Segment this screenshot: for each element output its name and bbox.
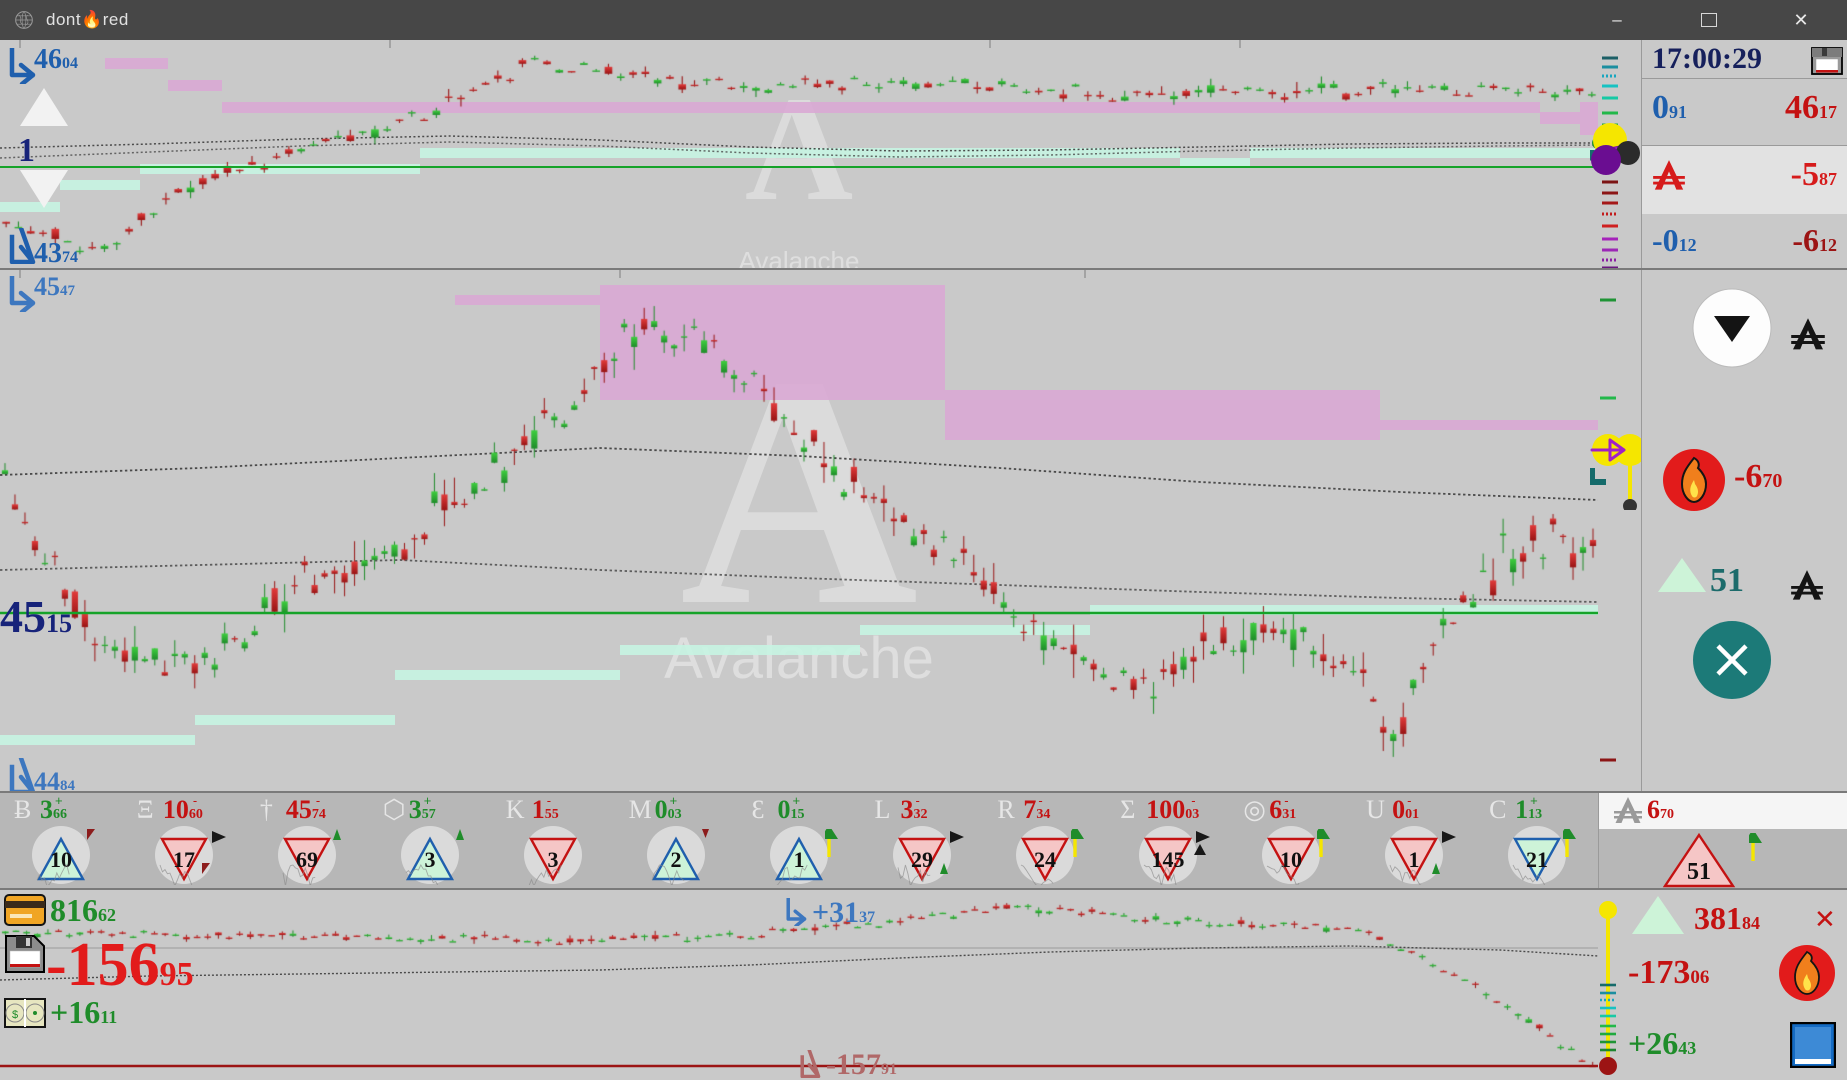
svg-text:24: 24 bbox=[1034, 847, 1056, 872]
svg-text:2: 2 bbox=[671, 847, 682, 872]
svg-text:$: $ bbox=[12, 1009, 18, 1021]
svg-text:145: 145 bbox=[1151, 847, 1184, 872]
svg-text:17: 17 bbox=[173, 847, 195, 872]
svg-text:51: 51 bbox=[1687, 859, 1711, 885]
svg-text:10: 10 bbox=[50, 847, 72, 872]
svg-text:69: 69 bbox=[296, 847, 318, 872]
svg-text:21: 21 bbox=[1526, 847, 1548, 872]
svg-text:3: 3 bbox=[548, 847, 559, 872]
svg-text:3: 3 bbox=[425, 847, 436, 872]
svg-text:10: 10 bbox=[1280, 847, 1302, 872]
svg-text:1: 1 bbox=[1408, 847, 1419, 872]
svg-text:29: 29 bbox=[911, 847, 933, 872]
